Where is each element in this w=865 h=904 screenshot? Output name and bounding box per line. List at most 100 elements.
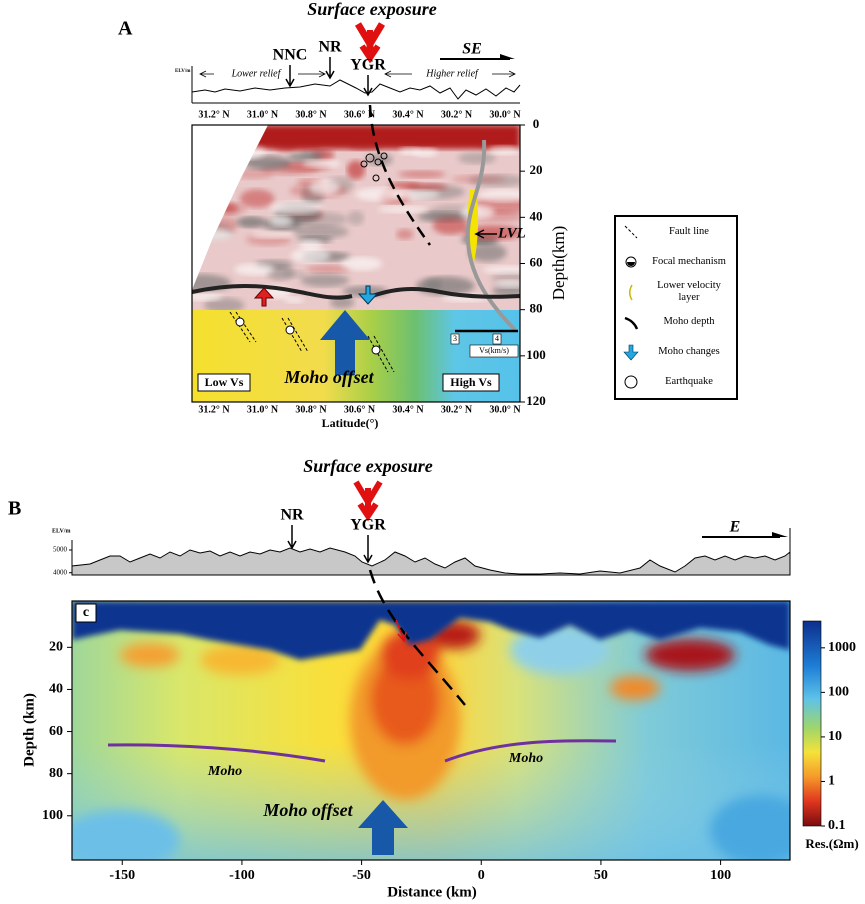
tomo-patch (482, 265, 520, 274)
site-arrow (363, 75, 373, 97)
elevation-unit: ELV/m (175, 69, 191, 74)
colorbar-tick-label: 10 (828, 729, 842, 744)
moho-offset-label: Moho offset (283, 367, 374, 387)
tomo-patch (298, 239, 323, 250)
lvl-label: LVL (497, 225, 526, 241)
y-axis-label: Depth (km) (21, 693, 37, 767)
direction-arrow-head (772, 532, 788, 537)
x-tick-label: -50 (352, 868, 371, 883)
y-tick-label: 60 (49, 724, 63, 739)
legend-item: Fault line (616, 217, 736, 247)
legend-item: Moho depth (616, 307, 736, 337)
vs-label: Vs(km/s) (479, 346, 509, 355)
x-tick-label: 30.8° N (295, 404, 327, 415)
y-tick-label: 60 (530, 254, 543, 269)
legend-text: Lower velocity layer (657, 280, 721, 303)
site-label: NR (318, 39, 342, 56)
legend-text: Fault line (669, 226, 709, 237)
legend-icon (625, 256, 637, 268)
moho-offset-arrow (358, 800, 408, 855)
relief-label: Lower relief (231, 68, 282, 79)
elevation-profile (71, 547, 791, 576)
y-tick-label: 80 (49, 766, 63, 781)
moho-change-down (357, 285, 379, 305)
tomo-patch (341, 256, 383, 271)
tomo-patch (468, 243, 507, 262)
x-tick-label: 50 (594, 868, 608, 883)
legend-item: Earthquake (616, 367, 736, 397)
elevation-unit: ELV/m (52, 528, 70, 534)
colorbar-tick-label: 1 (828, 774, 835, 789)
surface-label: Surface exposure (307, 0, 437, 19)
x-tick-label: -100 (229, 868, 255, 883)
low-vs-label: Low Vs (205, 375, 244, 389)
inset-label: c (83, 605, 89, 620)
tomo-patch (251, 231, 294, 239)
tomo-patch (300, 273, 350, 288)
x-tick-label: 30.6° N (344, 404, 376, 415)
direction-arrow-head (500, 54, 515, 59)
resistivity-map (72, 601, 790, 860)
y-tick-label: 120 (526, 393, 546, 408)
res-top-band (72, 601, 790, 660)
legend-icon (629, 284, 633, 301)
tomo-patch (239, 189, 275, 208)
y-tick-label: 20 (530, 162, 543, 177)
vs-profile (465, 139, 517, 332)
tomo-patch (488, 145, 520, 155)
inset-box (75, 603, 97, 623)
colorbar-tick-label: 0.1 (828, 818, 846, 833)
vs-tick-box (492, 333, 502, 345)
moho-line (444, 739, 617, 763)
tomo-patch (203, 297, 245, 310)
colorbar-tick-label: 1000 (828, 640, 856, 655)
legend-text: Focal mechanism (652, 256, 726, 267)
tomo-patch (397, 170, 446, 178)
moho-line (107, 743, 326, 763)
moho-change-up (253, 287, 275, 307)
tomo-patch (355, 187, 405, 202)
tomo-patch (347, 210, 364, 226)
tomo-patch (492, 284, 520, 298)
x-tick-label: 30.4° N (392, 404, 424, 415)
legend-text: Earthquake (665, 376, 713, 387)
tomo-patch (495, 280, 520, 288)
y-tick-label: 80 (530, 301, 543, 316)
direction-label: SE (462, 41, 482, 58)
tomo-patch (269, 215, 293, 227)
y-tick-label: 40 (530, 208, 543, 223)
x-tick-label: 31.2° N (198, 109, 230, 120)
moho-label: Moho (508, 751, 543, 766)
panel-label: B (8, 498, 21, 520)
y-tick-label: 100 (42, 808, 63, 823)
elevation-profile (191, 79, 521, 100)
tomo-patch (192, 292, 223, 302)
x-tick-label: 30.0° N (489, 109, 521, 120)
x-tick-label: 30.8° N (295, 109, 327, 120)
y-tick-label: 0 (533, 116, 540, 131)
tomo-patch (477, 189, 520, 202)
moho-line (191, 284, 521, 300)
res-blobs (72, 621, 790, 860)
x-tick-label: 30.2° N (441, 404, 473, 415)
site-arrow (285, 65, 295, 88)
x-tick-label: 0 (478, 868, 485, 883)
legend-icon (623, 344, 639, 361)
red-arrow (359, 30, 381, 64)
x-tick-label: 30.6° N (344, 109, 376, 120)
x-tick-label: 31.2° N (198, 404, 230, 415)
fault-line (368, 569, 466, 706)
x-tick-label: 100 (710, 868, 731, 883)
site-label: NNC (273, 47, 308, 64)
x-tick-label: 31.0° N (247, 109, 279, 120)
focal-mechanisms (235, 317, 381, 355)
earthquakes (360, 152, 388, 182)
x-axis-label: Latitude(°) (322, 416, 379, 430)
lvl-arrow (474, 229, 497, 239)
elevation-tick-label: 5000 (53, 546, 68, 554)
vs-tick-box (450, 333, 460, 345)
x-tick-label: 30.2° N (441, 109, 473, 120)
direction-label: E (729, 519, 741, 536)
surface-label: Surface exposure (303, 456, 433, 476)
